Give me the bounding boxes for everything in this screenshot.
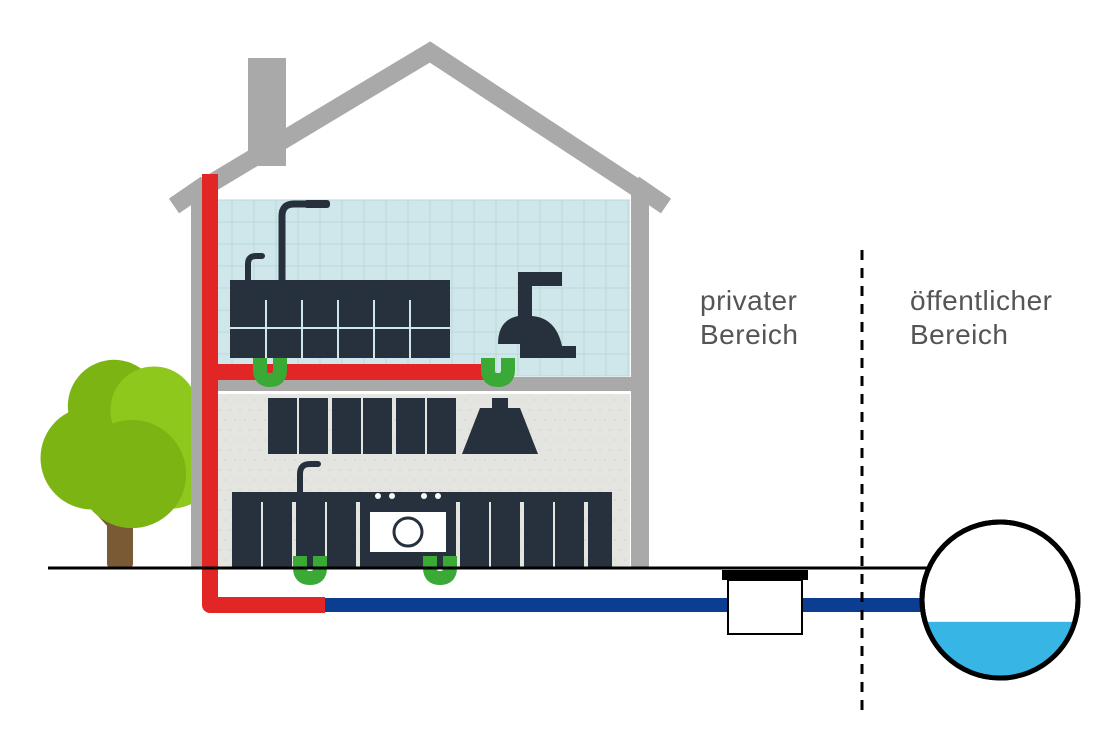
label-private-2: Bereich: [700, 319, 798, 350]
sewer-diagram: privaterBereichöffentlicherBereich: [0, 0, 1112, 746]
label-private: privater: [700, 285, 797, 316]
shower-head: [304, 200, 330, 208]
inspection-chamber: [728, 580, 802, 634]
inspection-chamber-cap: [722, 570, 808, 580]
label-public-2: Bereich: [910, 319, 1008, 350]
label-public: öffentlicher: [910, 285, 1052, 316]
